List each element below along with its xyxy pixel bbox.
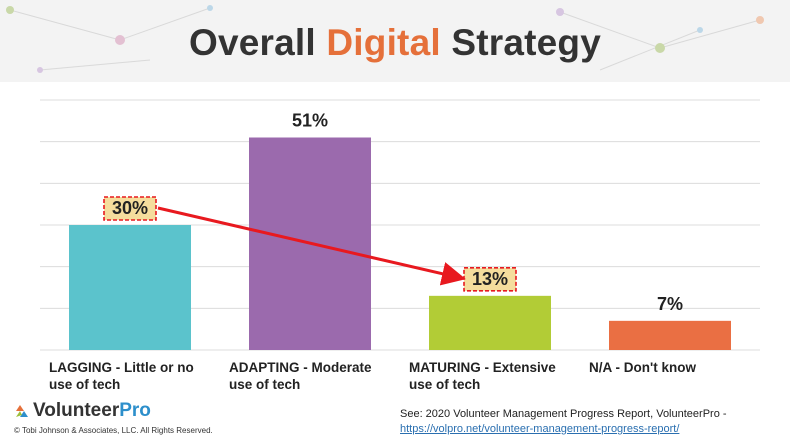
value-label: 30% xyxy=(112,198,148,218)
logo-icon xyxy=(16,405,28,417)
volunteerpro-logo: Volunteer Pro xyxy=(14,400,151,422)
source-link[interactable]: https://volpro.net/volunteer-management-… xyxy=(400,423,680,435)
title-part1: Overall xyxy=(189,22,316,63)
bar-chart: 30% 51% 13% 7% xyxy=(40,99,760,351)
value-label: 13% xyxy=(472,269,508,289)
network-background-decoration xyxy=(6,5,764,73)
source-note: See: 2020 Volunteer Management Progress … xyxy=(400,407,727,437)
header-band: Overall Digital Strategy xyxy=(0,0,790,82)
value-label: 51% xyxy=(292,111,328,131)
category-label: ADAPTING - Moderate use of tech xyxy=(229,360,372,392)
bar xyxy=(69,225,191,350)
category-label: N/A - Don't know xyxy=(589,360,696,375)
bar xyxy=(429,295,551,350)
logo-text-part1: Volunteer xyxy=(33,400,120,421)
category-label: MATURING - Extensive use of tech xyxy=(409,360,556,392)
title-part2: Strategy xyxy=(451,22,601,63)
copyright-text: © Tobi Johnson & Associates, LLC. All Ri… xyxy=(14,426,213,435)
page-title: Overall Digital Strategy xyxy=(0,22,790,64)
category-label: LAGGING - Little or no use of tech xyxy=(49,360,194,392)
title-accent: Digital xyxy=(326,22,441,63)
logo-text-part2: Pro xyxy=(119,400,151,421)
annotation-arrow xyxy=(157,206,466,286)
bar xyxy=(609,320,731,350)
source-text: See: 2020 Volunteer Management Progress … xyxy=(400,408,727,420)
value-label-highlight-box xyxy=(103,196,157,221)
value-label: 7% xyxy=(657,294,683,314)
